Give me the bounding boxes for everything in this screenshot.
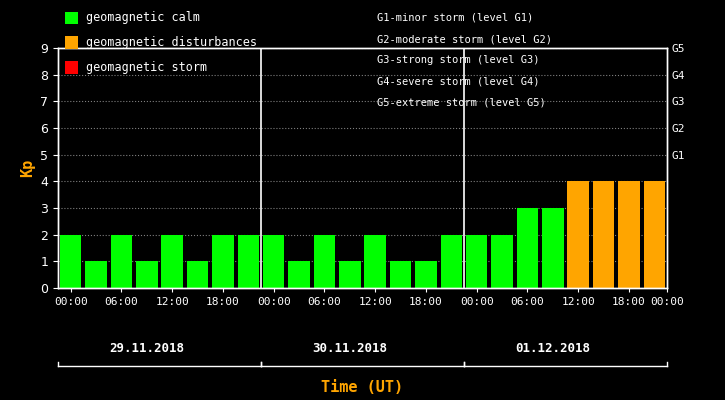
Bar: [644, 181, 665, 288]
Text: Time (UT): Time (UT): [321, 380, 404, 396]
Text: geomagnetic storm: geomagnetic storm: [86, 61, 207, 74]
Y-axis label: Kp: Kp: [20, 159, 35, 177]
Bar: [289, 261, 310, 288]
Bar: [263, 235, 284, 288]
Text: geomagnetic calm: geomagnetic calm: [86, 12, 199, 24]
Bar: [162, 235, 183, 288]
Bar: [542, 208, 563, 288]
Bar: [618, 181, 639, 288]
Bar: [187, 261, 208, 288]
Bar: [136, 261, 157, 288]
Text: 29.11.2018: 29.11.2018: [109, 342, 184, 354]
Bar: [466, 235, 487, 288]
Text: G3-strong storm (level G3): G3-strong storm (level G3): [377, 56, 539, 66]
Bar: [415, 261, 436, 288]
Text: G4-severe storm (level G4): G4-severe storm (level G4): [377, 77, 539, 87]
Bar: [390, 261, 411, 288]
Bar: [339, 261, 360, 288]
Bar: [441, 235, 462, 288]
Text: G1-minor storm (level G1): G1-minor storm (level G1): [377, 13, 534, 23]
Bar: [593, 181, 614, 288]
Text: geomagnetic disturbances: geomagnetic disturbances: [86, 36, 257, 49]
Bar: [212, 235, 233, 288]
Bar: [568, 181, 589, 288]
Bar: [111, 235, 132, 288]
Text: G2-moderate storm (level G2): G2-moderate storm (level G2): [377, 34, 552, 44]
Bar: [365, 235, 386, 288]
Text: G5-extreme storm (level G5): G5-extreme storm (level G5): [377, 98, 546, 108]
Bar: [492, 235, 513, 288]
Bar: [60, 235, 81, 288]
Bar: [238, 235, 259, 288]
Text: 30.11.2018: 30.11.2018: [312, 342, 387, 354]
Bar: [314, 235, 335, 288]
Text: 01.12.2018: 01.12.2018: [515, 342, 590, 354]
Bar: [517, 208, 538, 288]
Bar: [86, 261, 107, 288]
